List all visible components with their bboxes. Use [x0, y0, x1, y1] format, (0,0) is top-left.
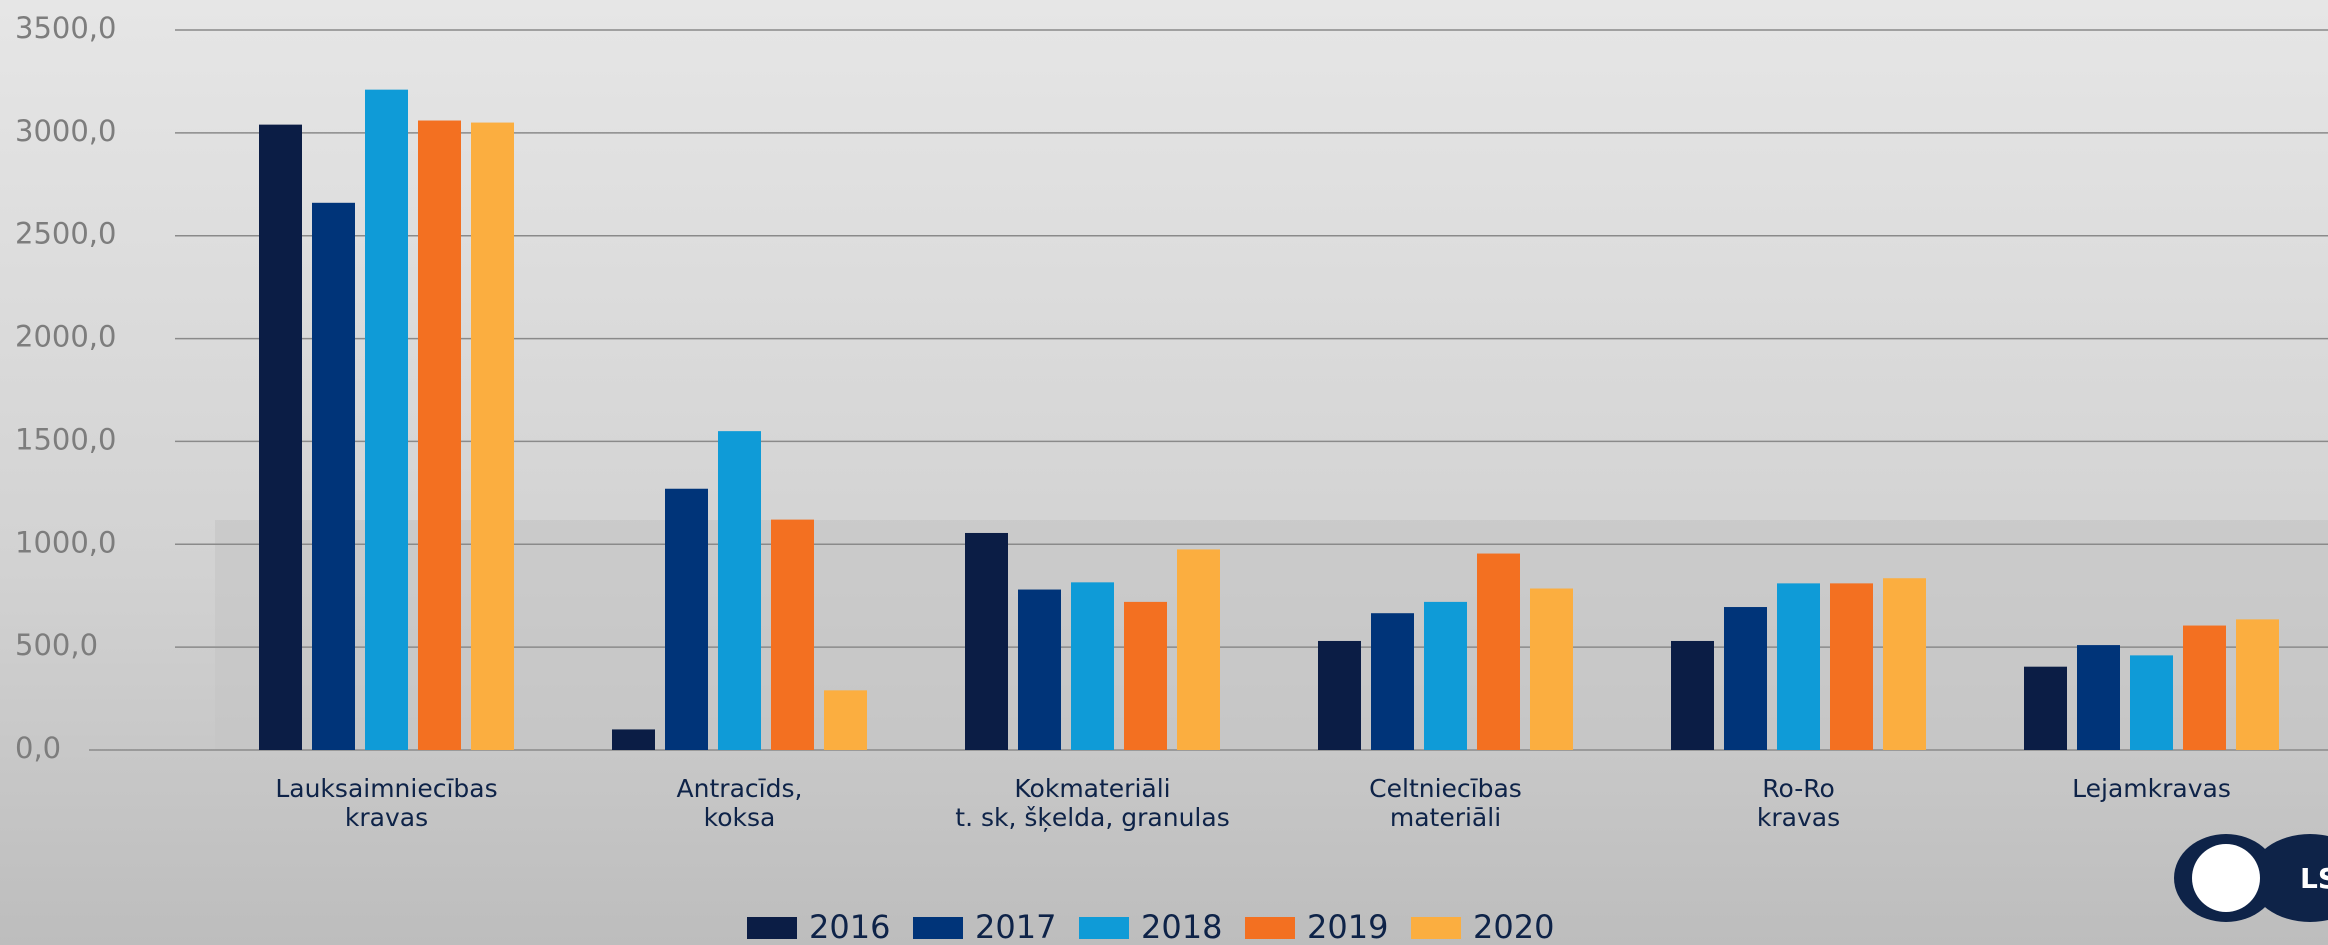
logo-shape	[2250, 834, 2328, 922]
bar	[2130, 655, 2173, 750]
bar	[1071, 582, 1114, 750]
legend-label: 2017	[975, 908, 1056, 945]
x-tick-label: kravas	[345, 803, 428, 832]
bar	[1177, 549, 1220, 750]
x-tick-label: Celtniecības	[1369, 774, 1522, 803]
bar	[771, 519, 814, 750]
legend-swatch	[747, 917, 797, 939]
bar	[965, 532, 1008, 750]
legend-swatch	[913, 917, 963, 939]
legend-label: 2019	[1307, 908, 1388, 945]
x-tick-label: koksa	[704, 803, 776, 832]
bar	[612, 729, 655, 750]
bar	[1530, 588, 1573, 750]
bar	[2077, 645, 2120, 750]
y-tick-label: 1500,0	[15, 422, 116, 456]
y-tick-label: 1000,0	[15, 525, 116, 559]
bar	[1477, 553, 1520, 750]
y-tick-label: 0,0	[15, 731, 61, 765]
x-tick-label: Lauksaimniecības	[275, 774, 497, 803]
x-tick-label: Lejamkravas	[2072, 774, 2231, 803]
legend-swatch	[1245, 917, 1295, 939]
bar	[471, 122, 514, 751]
x-tick-label: materiāli	[1390, 803, 1501, 832]
bar	[1124, 601, 1167, 750]
background-panel	[215, 520, 2328, 750]
logo-text: LSE	[2300, 862, 2328, 895]
bar	[1371, 613, 1414, 750]
x-tick-label: Antracīds,	[677, 774, 803, 803]
bar	[2236, 619, 2279, 750]
x-tick-label: t. sk, šķelda, granulas	[955, 803, 1229, 832]
y-tick-label: 3000,0	[15, 114, 116, 148]
y-tick-label: 500,0	[15, 628, 98, 662]
bar	[2183, 625, 2226, 750]
x-tick-label: kravas	[1757, 803, 1840, 832]
bar	[365, 89, 408, 750]
bar	[259, 124, 302, 751]
logo: LSE	[2174, 834, 2328, 922]
bar	[1830, 583, 1873, 750]
bar	[418, 120, 461, 750]
y-tick-label: 2000,0	[15, 320, 116, 354]
bar	[1018, 589, 1061, 750]
legend-swatch	[1079, 917, 1129, 939]
bar	[312, 202, 355, 751]
legend-label: 2020	[1473, 908, 1554, 945]
legend-label: 2018	[1141, 908, 1222, 945]
bar	[824, 690, 867, 750]
bar	[1318, 640, 1361, 750]
x-tick-label: Ro-Ro	[1762, 774, 1835, 803]
bar	[1424, 601, 1467, 750]
bar	[1724, 607, 1767, 750]
y-tick-label: 3500,0	[15, 11, 116, 45]
legend-swatch	[1411, 917, 1461, 939]
bar	[1883, 578, 1926, 750]
x-tick-label: Kokmateriāli	[1014, 774, 1170, 803]
legend-label: 2016	[809, 908, 890, 945]
bar	[718, 431, 761, 750]
logo-shape	[2192, 844, 2260, 912]
bar	[1671, 640, 1714, 750]
bar	[2024, 666, 2067, 750]
bar	[665, 488, 708, 750]
y-tick-label: 2500,0	[15, 217, 116, 251]
bar	[1777, 583, 1820, 750]
